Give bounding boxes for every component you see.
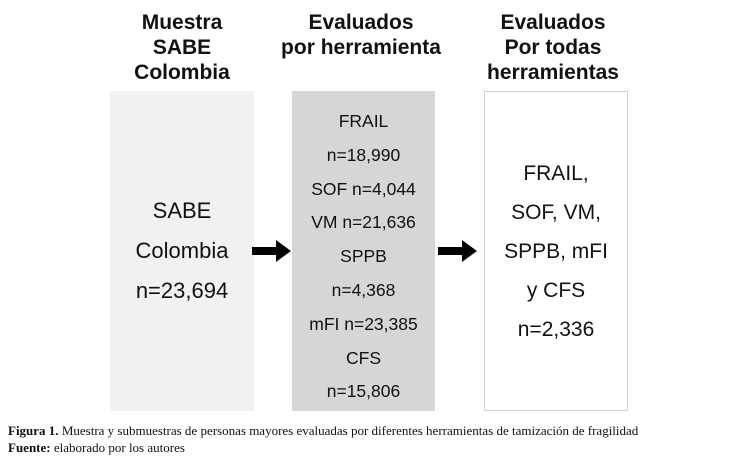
box3-line: SPPB, mFI (504, 239, 608, 263)
box2-line: SOF n=4,044 (311, 178, 416, 199)
box-todas-herramientas: FRAIL, SOF, VM, SPPB, mFI y CFS n=2,336 (484, 91, 628, 411)
box1-line: SABE (152, 198, 212, 223)
box3-line: FRAIL, (523, 161, 589, 185)
figure-text: Muestra y submuestras de personas mayore… (58, 423, 639, 438)
box2-line: FRAIL (338, 111, 389, 131)
box3-line: n=2,336 (517, 317, 595, 341)
box2-line: n=4,368 (331, 279, 396, 300)
box2-line: VM n=21,636 (311, 212, 416, 233)
heading-muestra-sabe: Muestra SABE Colombia (134, 11, 230, 84)
box2-line: n=15,806 (326, 381, 401, 402)
box1-line: Colombia (135, 238, 229, 263)
box2-line: SPPB (340, 246, 387, 267)
figure-caption: Figura 1. Muestra y submuestras de perso… (8, 423, 638, 439)
figure-label: Figura 1. (8, 423, 59, 438)
right-arrow-icon (252, 240, 291, 262)
box3-line: SOF, VM, (511, 200, 601, 224)
source-label: Fuente: (8, 440, 51, 455)
box2-line: CFS (346, 347, 381, 368)
source-text: elaborado por los autores (50, 440, 185, 455)
box-por-herramienta: FRAIL n=18,990 SOF n=4,044 VM n=21,636 S… (292, 91, 435, 411)
box2-line: n=18,990 (326, 144, 401, 165)
box-sabe-colombia: SABE Colombia n=23,694 (110, 91, 254, 411)
box2-line: mFI n=23,385 (309, 313, 418, 334)
heading-evaluados-por-herramienta: Evaluados por herramienta (281, 11, 441, 59)
box3-line: y CFS (526, 278, 586, 302)
right-arrow-icon (438, 240, 477, 262)
box1-line: n=23,694 (135, 278, 229, 303)
source-caption: Fuente: elaborado por los autores (8, 440, 185, 456)
heading-evaluados-todas: Evaluados Por todas herramientas (487, 11, 619, 84)
